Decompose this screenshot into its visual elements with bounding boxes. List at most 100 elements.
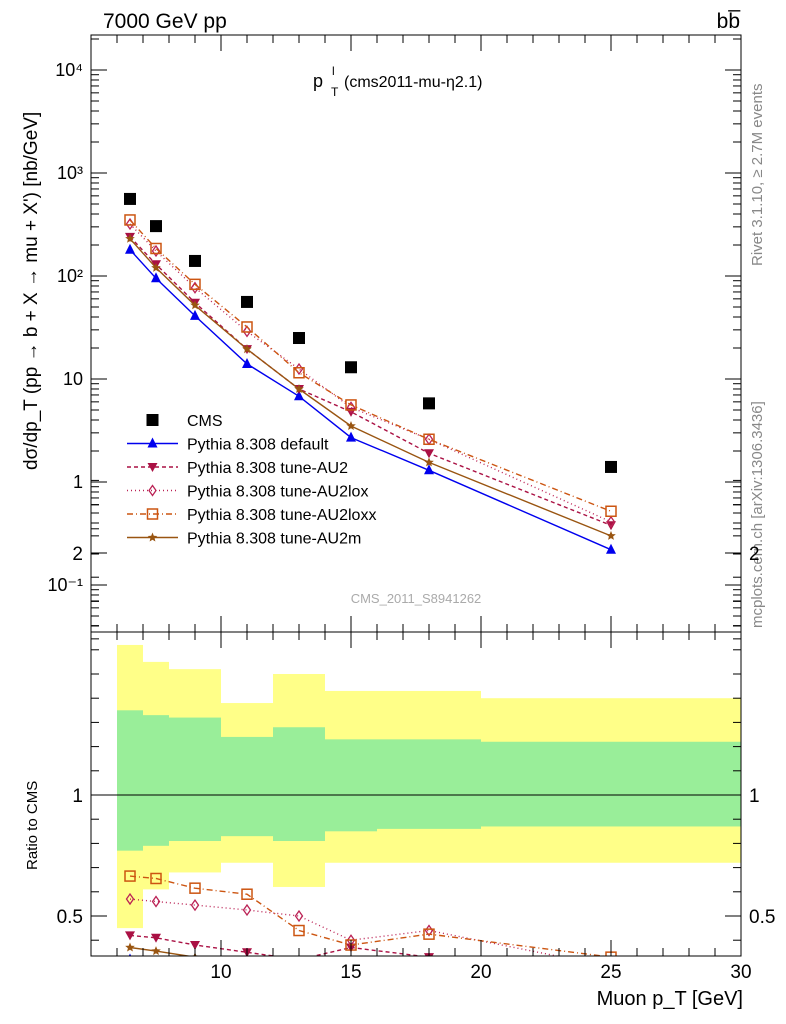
main-point-pythia-8-308-tune-au2lox [151,244,161,258]
main-series-pythia-8-308-tune-au2loxx [124,214,617,518]
main-point-pythia-8-308-tune-au2m [151,262,161,272]
ratio-point-pythia-8-308-tune-au2lox [294,909,304,923]
ratio-line-pythia-8-308-tune-au2lox [129,898,561,956]
main-point-pythia-8-308-tune-au2m [606,530,616,540]
main-point-pythia-8-308-tune-au2m [424,457,434,467]
main-y-tick-label: 10 [63,369,83,389]
ratio-point-pythia-8-308-tune-au2m [294,957,304,966]
ratio-y-tick-label: 0.5 [57,907,83,928]
main-point-pythia-8-308-tune-au2m [346,421,356,430]
ratio-point-pythia-8-308-default [242,971,252,981]
main-y-tick-label: 10⁻¹ [47,575,83,595]
ratio-series-pythia-8-308-tune-au2 [125,931,434,956]
ratio-point-pythia-8-308-tune-au2m [424,967,434,976]
ratio-line-pythia-8-308-tune-au2m [129,946,193,956]
legend-label: Pythia 8.308 tune-AU2m [187,531,361,548]
ratio-line-pythia-8-308-default [130,960,611,999]
legend-label: CMS [187,413,223,430]
legend-entry-pythia-8-308-tune-au2loxx: Pythia 8.308 tune-AU2loxx [127,507,376,524]
x-tick-label: 15 [340,962,361,983]
ratio-point-pythia-8-308-default [128,953,132,956]
main-point-pythia-8-308-tune-au2loxx [345,399,357,411]
ratio-point-pythia-8-308-tune-au2m [125,942,135,952]
legend-marker [146,414,159,426]
legend: CMS Pythia 8.308 default Pythia 8.308 tune… [127,413,376,548]
main-point-pythia-8-308-tune-au2m [190,300,200,310]
ratio-point-pythia-8-308-tune-au2 [190,941,200,951]
ratio-point-pythia-8-308-tune-au2loxx [150,872,162,885]
ratio-point-pythia-8-308-tune-au2loxx [241,888,253,900]
ratio-point-pythia-8-308-tune-au2lox [125,892,135,906]
main-point-pythia-8-308-default [294,390,304,401]
main-point-pythia-8-308-tune-au2loxx [124,214,136,226]
main-point-pythia-8-308-default [606,543,616,554]
main-ylabel: dσ/dp_T (pp → b + X → mu + X') [nb/GeV] [21,112,42,470]
main-y-tick-label: 10³ [57,163,83,183]
x-tick-label: 10 [210,962,231,983]
ratio-inner-band [117,710,143,851]
x-tick-label: 20 [470,962,491,983]
ratio-y-tick-label: 2 [72,544,83,565]
ratio-point-pythia-8-308-default [424,978,434,988]
main-series-pythia-8-308-default [125,243,616,554]
ratio-inner-band [377,739,481,829]
main-point-pythia-8-308-tune-au2lox [294,362,304,376]
ratio-y-tick-label-right: 2 [749,544,760,565]
ratio-point-pythia-8-308-tune-au2m [242,959,252,968]
ratio-inner-band [273,727,325,841]
main-line-pythia-8-308-tune-au2loxx [129,219,612,512]
ratio-point-pythia-8-308-default [190,961,200,971]
ratio-inner-band [481,741,741,827]
ratio-inner-band [143,715,169,846]
main-y-tick-label: 1 [73,472,83,492]
main-point-pythia-8-308-tune-au2loxx [189,278,201,291]
ratio-point-pythia-8-308-tune-au2loxx [293,924,305,937]
legend-label: Pythia 8.308 default [187,437,329,454]
ratio-point-pythia-8-308-default [155,955,157,956]
main-point-pythia-8-308-default [424,464,434,475]
axes-group: 10⁻¹ 1 10 10² 10³ 10⁴ 0.5 0.5 1 1 2 2 10 15 20 25 30 [47,35,775,983]
legend-label: Pythia 8.308 tune-AU2 [187,460,348,477]
ratio-point-pythia-8-308-tune-au2 [151,933,161,943]
legend-marker [147,437,158,448]
main-point-cms [605,460,617,473]
mcplots-label: mcplots.cern.ch [arXiv:1306.3436] [749,401,766,628]
ratio-line-pythia-8-308-tune-au2 [129,934,426,956]
main-point-cms [150,220,162,233]
analysis-id: CMS_2011_S8941262 [351,591,482,606]
main-point-cms [241,295,253,308]
main-point-cms [293,332,305,345]
x-tick-label: 25 [600,962,621,983]
ratio-point-pythia-8-308-tune-au2loxx [189,882,201,894]
ratio-point-pythia-8-308-tune-au2 [125,931,135,941]
main-point-pythia-8-308-tune-au2loxx [605,505,617,518]
main-series-pythia-8-308-tune-au2m [125,233,616,540]
main-point-pythia-8-308-tune-au2lox [242,325,252,338]
ratio-ylabel: Ratio to CMS [24,781,41,870]
ratio-point-pythia-8-308-default [294,966,304,976]
legend-entry-pythia-8-308-tune-au2lox: Pythia 8.308 tune-AU2lox [127,484,368,501]
main-point-pythia-8-308-tune-au2loxx [423,433,435,446]
ratio-inner-band [325,739,377,832]
ratio-frame [90,631,742,957]
rivet-label: Rivet 3.1.10, ≥ 2.7M events [749,84,766,267]
main-point-pythia-8-308-tune-au2 [424,449,434,459]
legend-entry-cms: CMS [146,413,223,430]
main-point-cms [423,397,435,410]
ratio-line-pythia-8-308-tune-au2loxx [129,875,608,956]
ratio-point-pythia-8-308-tune-au2loxx [124,870,136,882]
main-point-pythia-8-308-default [151,272,161,283]
ratio-series-pythia-8-308-tune-au2m [125,942,434,976]
ratio-series-pythia-8-308-tune-au2loxx [124,870,617,956]
main-line-pythia-8-308-tune-au2m [129,238,612,537]
ratio-series-pythia-8-308-tune-au2lox [125,892,561,956]
process-label: bb̅ [717,10,742,33]
main-point-cms [124,192,136,205]
ratio-point-pythia-8-308-tune-au2lox [242,903,252,917]
legend-entry-pythia-8-308-tune-au2: Pythia 8.308 tune-AU2 [127,460,348,477]
main-point-pythia-8-308-default [190,309,200,320]
main-point-pythia-8-308-tune-au2loxx [241,321,253,333]
main-point-cms [345,361,357,374]
legend-marker [146,508,159,520]
